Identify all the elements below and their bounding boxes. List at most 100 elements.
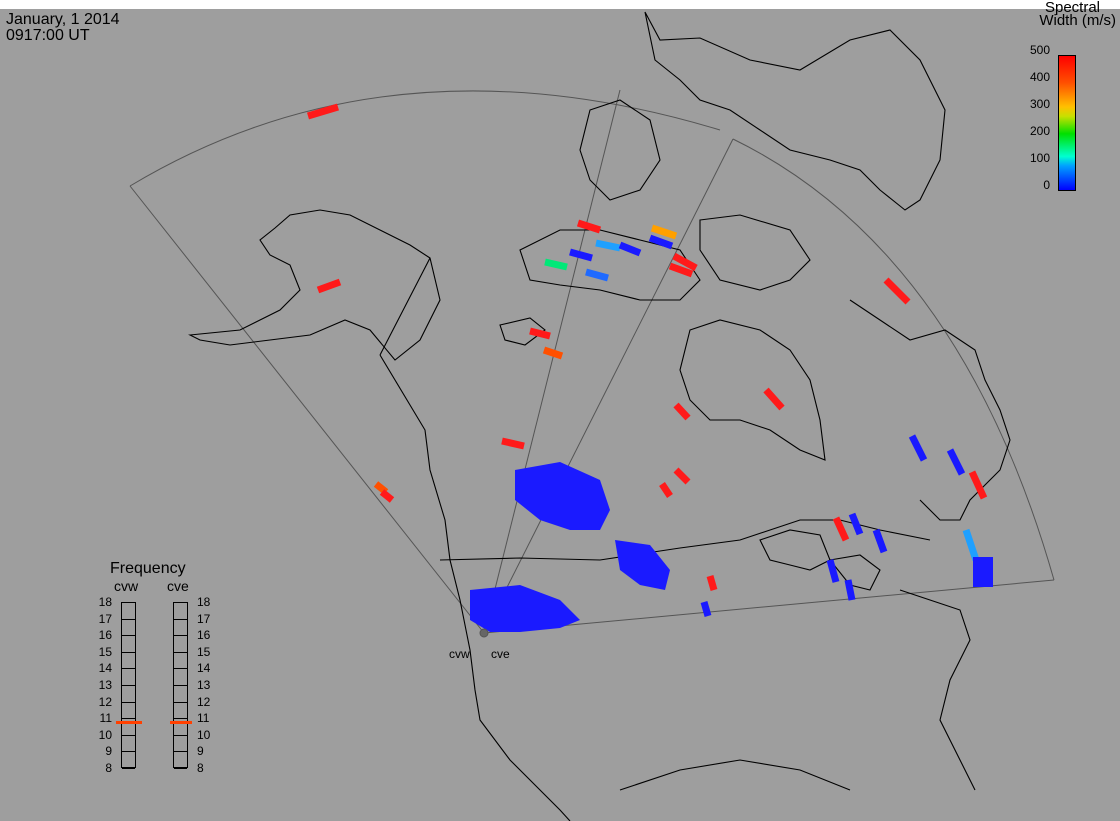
frequency-cell — [122, 653, 135, 670]
frequency-tick-label: 8 — [105, 761, 112, 775]
colorbar-tick: 0 — [1043, 178, 1050, 192]
frequency-tick-label: 10 — [98, 727, 112, 742]
frequency-tick-label: 17 — [197, 611, 211, 626]
spectral-width-colorbar — [1058, 55, 1076, 191]
cvw-fov-arc — [129, 90, 721, 187]
echo-19 — [673, 467, 691, 485]
frequency-marker-cve — [170, 720, 192, 724]
colorbar-title-line2: Width (m/s) — [1039, 12, 1116, 29]
frequency-cell — [174, 669, 187, 686]
colorbar-tick: 200 — [1029, 124, 1050, 138]
echo-33 — [379, 489, 395, 503]
frequency-cell — [122, 736, 135, 753]
alaska-yukon-border — [379, 257, 431, 356]
frequency-tick-label: 9 — [105, 744, 112, 759]
frequency-cell — [174, 703, 187, 720]
colorbar-title-line1: Spectral — [1044, 0, 1100, 16]
frequency-radar-cvw: cvw — [114, 578, 139, 594]
frequency-radar-cve: cve — [167, 578, 189, 594]
echo-29 — [962, 528, 980, 562]
frequency-tick-label: 17 — [98, 611, 112, 626]
echo-5 — [618, 241, 642, 257]
scattered-echoes — [306, 103, 988, 617]
frequency-cell — [122, 669, 135, 686]
frequency-cell — [122, 603, 135, 620]
frequency-tick-label: 16 — [197, 628, 211, 643]
echo-8 — [585, 268, 609, 282]
east-coast — [899, 589, 976, 791]
station-label-cve: cve — [491, 647, 510, 661]
frequency-tick-label: 12 — [197, 694, 211, 709]
echo-27 — [826, 559, 840, 583]
frequency-tick-label: 12 — [98, 694, 112, 709]
cve-fov-bottom-edge — [483, 579, 1055, 634]
echo-4 — [595, 239, 621, 252]
frequency-cell — [122, 686, 135, 703]
echo-3 — [576, 219, 602, 234]
colorbar-tick: 100 — [1029, 151, 1050, 165]
echo-13 — [529, 327, 551, 340]
cvw-fov-right-edge — [483, 89, 621, 634]
echo-20 — [659, 482, 673, 498]
plot-date: January, 1 2014 — [6, 11, 120, 28]
echo-10 — [648, 234, 674, 250]
echo-30 — [706, 575, 718, 591]
echo-6 — [569, 248, 593, 262]
arctic-islands-2 — [579, 99, 661, 201]
frequency-bar-cve — [173, 602, 188, 769]
colorbar-tick: 300 — [1029, 97, 1050, 111]
east-echo-block — [973, 557, 993, 587]
frequency-tick-label: 15 — [197, 644, 211, 659]
echo-25 — [848, 512, 864, 536]
alaska-coast — [188, 209, 441, 361]
frequency-tick-label: 18 — [98, 595, 112, 609]
frequency-cell — [174, 752, 187, 769]
echo-1 — [306, 103, 340, 120]
echo-17 — [673, 402, 691, 421]
frequency-cell — [174, 620, 187, 637]
radar-echoes — [306, 103, 993, 632]
plot-time: 0917:00 UT — [6, 27, 90, 44]
frequency-tick-label: 16 — [98, 628, 112, 643]
echo-23 — [968, 470, 988, 500]
frequency-bar-cvw — [121, 602, 136, 769]
colorbar-tick: 500 — [1029, 43, 1050, 57]
station-label-cvw: cvw — [449, 647, 470, 661]
frequency-cell — [174, 603, 187, 620]
echo-2 — [316, 278, 342, 294]
echo-14 — [542, 346, 564, 360]
arctic-islands-4 — [499, 317, 546, 346]
us-canada-border — [439, 519, 931, 561]
frequency-tick-label: 13 — [197, 678, 211, 692]
echo-31 — [700, 601, 712, 617]
cve-fov-left-edge — [483, 138, 734, 634]
frequency-title: Frequency — [110, 560, 186, 577]
echo-18 — [501, 437, 525, 450]
echo-16 — [763, 387, 785, 411]
colorbar-tick: 400 — [1029, 70, 1050, 84]
arctic-islands-3 — [699, 214, 811, 291]
frequency-marker-cvw — [116, 720, 142, 724]
frequency-tick-label: 11 — [99, 711, 112, 726]
frequency-tick-label: 11 — [197, 711, 210, 726]
echo-11 — [672, 252, 698, 272]
gulf-coast — [619, 759, 851, 791]
frequency-cell — [122, 752, 135, 769]
hudson-bay — [679, 319, 826, 461]
frequency-tick-label: 10 — [197, 727, 211, 742]
echo-22 — [946, 448, 966, 476]
frequency-cell — [174, 653, 187, 670]
radar-site-marker — [479, 628, 489, 638]
echo-24 — [832, 516, 850, 542]
frequency-cell — [174, 736, 187, 753]
echo-7 — [544, 258, 568, 271]
coastlines — [188, 11, 1011, 821]
echo-9 — [650, 224, 678, 240]
great-lakes — [759, 529, 881, 591]
cvw-near-range-echo — [470, 462, 670, 632]
frequency-cell — [122, 703, 135, 720]
frequency-tick-label: 9 — [197, 744, 204, 759]
frequency-tick-label: 18 — [197, 595, 211, 609]
echo-15 — [883, 277, 911, 305]
